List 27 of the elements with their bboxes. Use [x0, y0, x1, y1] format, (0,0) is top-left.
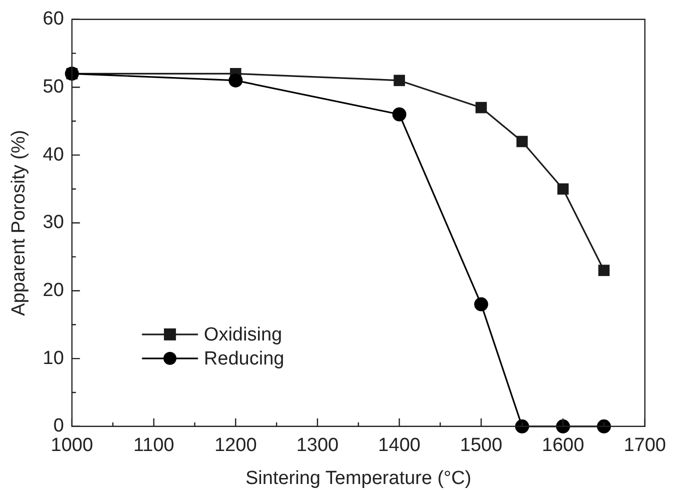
- legend-label: Reducing: [204, 348, 284, 370]
- y-tick-label: 50: [42, 76, 64, 98]
- y-tick-label: 20: [42, 280, 64, 301]
- point: [474, 297, 488, 312]
- y-tick-label: 0: [53, 416, 64, 437]
- y-axis-title: Apparent Porosity (%): [8, 130, 30, 316]
- y-tick-label: 40: [42, 144, 64, 166]
- point: [228, 73, 243, 88]
- point: [516, 136, 528, 148]
- y-tick-label: 60: [42, 8, 64, 30]
- x-tick-label: 1500: [460, 435, 502, 456]
- point: [598, 264, 610, 276]
- point: [476, 102, 487, 114]
- x-tick-label: 1100: [133, 435, 174, 456]
- point: [394, 74, 405, 86]
- x-tick-label: 1300: [296, 435, 339, 456]
- x-tick-label: 1000: [50, 435, 94, 456]
- x-tick-label: 1600: [542, 435, 584, 456]
- y-tick-label: 30: [42, 212, 64, 234]
- x-tick-label: 1700: [624, 435, 666, 456]
- y-tick-label: 10: [42, 348, 64, 369]
- legend-label: Oxidising: [204, 324, 282, 346]
- point: [557, 183, 569, 195]
- x-tick-label: 1200: [214, 435, 257, 456]
- x-axis-title: Sintering Temperature (°C): [245, 468, 472, 489]
- point: [392, 107, 406, 122]
- x-tick-label: 1400: [378, 435, 420, 456]
